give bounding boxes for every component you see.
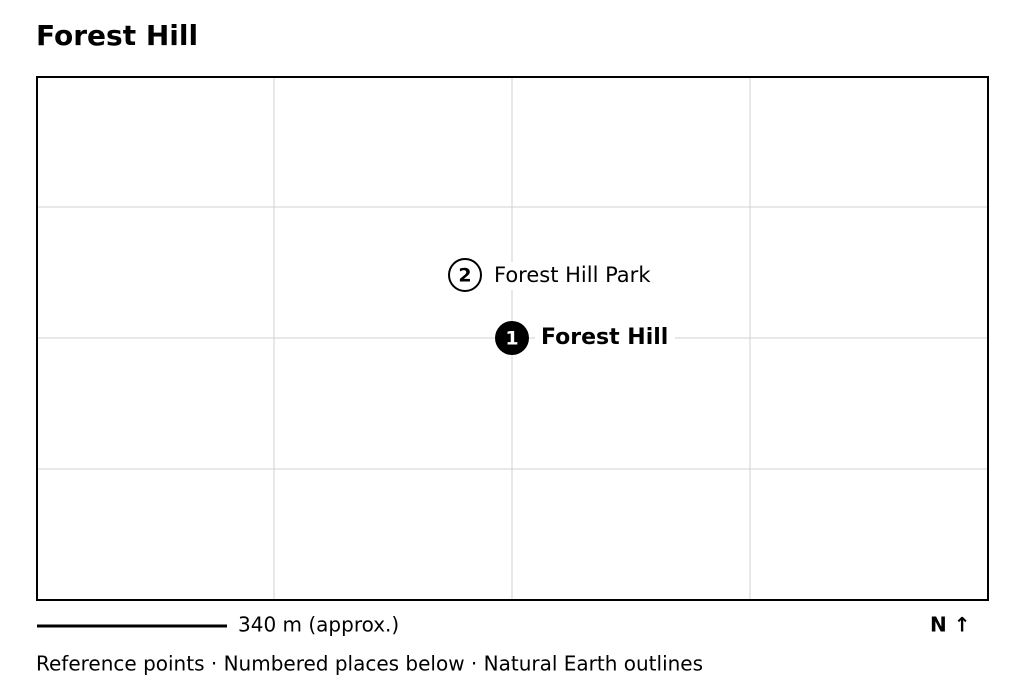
title: Forest Hill — [36, 19, 198, 52]
marker-circle — [448, 258, 482, 292]
marker-circle — [495, 321, 529, 355]
marker-number: 1 — [505, 328, 518, 350]
marker[interactable]: 2 Forest Hill Park — [448, 258, 666, 292]
marker-label: Forest Hill — [541, 325, 668, 350]
north-arrow: N ↑ — [930, 613, 970, 637]
scale-label: 340 m (approx.) — [238, 613, 399, 637]
label-background — [535, 324, 675, 352]
footer-note: Reference points · Numbered places below… — [36, 652, 703, 676]
map-border — [36, 76, 989, 601]
marker-number: 2 — [458, 265, 471, 287]
marker-label: Forest Hill Park — [494, 263, 651, 287]
label-background — [488, 262, 666, 290]
map-frame: 2 Forest Hill Park 1 Forest Hill — [36, 76, 989, 601]
marker[interactable]: 1 Forest Hill — [495, 321, 675, 355]
